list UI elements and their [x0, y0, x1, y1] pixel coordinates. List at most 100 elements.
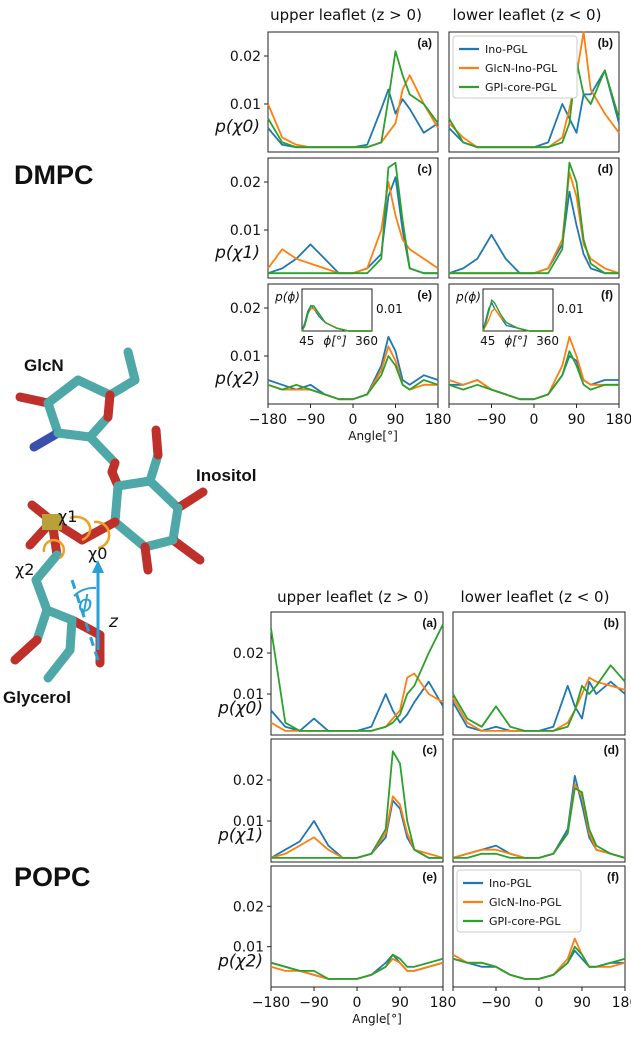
popc-panel-d: (d)	[452, 738, 626, 863]
panel-frame	[270, 611, 444, 736]
x-tick-label: 0	[530, 412, 539, 428]
panel-frame	[270, 865, 444, 988]
series-line-gpi-core-pgl	[452, 664, 626, 732]
series-line-glcn-ino-pgl	[270, 957, 444, 980]
chi1-label: χ1	[58, 507, 77, 526]
x-tick-label: −90	[477, 412, 507, 428]
series-line-ino-pgl	[270, 799, 443, 859]
series-line-glcn-ino-pgl	[448, 335, 619, 401]
series-line-gpi-core-pgl	[448, 350, 619, 401]
series-line-glcn-ino-pgl	[267, 181, 439, 275]
y-tick-label: 0.02	[233, 773, 264, 789]
panel-frame	[448, 157, 620, 279]
y-tick-label: 0.02	[233, 899, 264, 915]
series-line-glcn-ino-pgl	[270, 672, 444, 732]
panel-frame	[267, 157, 439, 279]
glcn-label: GlcN	[24, 356, 64, 375]
z-label: z	[108, 612, 119, 632]
chi1-rotation-arrow	[69, 515, 92, 542]
dmpc-panel-d: (d)	[448, 157, 620, 279]
x-tick-label: 0	[535, 995, 544, 1011]
inositol-label: Inositol	[196, 466, 256, 485]
x-tick-label: 90	[387, 412, 405, 428]
x-tick-label: 0	[353, 995, 362, 1011]
popc-panel-e: (e) 0.01 0.02 p(χ2) −180 −90 0 90 180	[217, 865, 457, 1011]
y-tick-label: 0.01	[230, 349, 261, 365]
dmpc-panel-f: (f) −90 0 90 180	[448, 283, 631, 428]
popc-header-upper: upper leaflet (z > 0)	[277, 588, 429, 606]
membrane-label-dmpc: DMPC	[14, 160, 94, 190]
phosphorus-atom	[42, 514, 62, 530]
series-line-gpi-core-pgl	[271, 750, 443, 859]
panel-letter: (d)	[604, 743, 619, 757]
legend-box	[456, 869, 582, 933]
inset-line-gpi-core-pgl	[482, 298, 553, 332]
inset-xlabel: ϕ[°]	[504, 334, 528, 348]
chi2-label: χ2	[15, 560, 34, 579]
y-tick-label: 0.01	[230, 97, 261, 113]
panel-letter: (b)	[604, 616, 619, 630]
x-tick-label: 90	[391, 995, 409, 1011]
series-line-glcn-ino-pgl	[452, 937, 626, 980]
panel-letter: (a)	[417, 36, 432, 50]
dmpc-inset-f: p(ϕ) 0.01 45 ϕ[°] 360	[455, 288, 584, 348]
series-line-ino-pgl	[452, 680, 626, 732]
series-line-ino-pgl	[452, 949, 625, 980]
popc-panel-c: (c) 0.01 0.02 p(χ1)	[217, 738, 444, 863]
y-tick-label: 0.01	[233, 940, 264, 956]
inset-line-gpi-core-pgl	[301, 305, 372, 332]
y-tick-label: 0.01	[230, 223, 261, 239]
panel-letter: (e)	[422, 870, 437, 884]
panel-letter: (c)	[422, 743, 437, 757]
x-tick-label: 180	[425, 412, 452, 428]
series-line-glcn-ino-pgl	[270, 795, 444, 859]
popc-header-lower: lower leaflet (z < 0)	[461, 588, 610, 606]
panel-letter: (d)	[598, 162, 613, 176]
panel-letter: (e)	[417, 288, 432, 302]
series-line-gpi-core-pgl	[449, 161, 619, 275]
series-line-gpi-core-pgl	[448, 59, 620, 149]
series-line-ino-pgl	[452, 775, 626, 859]
inset-ylabel: p(ϕ)	[455, 290, 481, 304]
legend-entry: GPI-core-PGL	[485, 81, 557, 94]
row-label-chi0: p(χ0)	[217, 699, 263, 719]
inset-frame	[301, 288, 373, 332]
series-line-glcn-ino-pgl	[449, 171, 620, 275]
chi0-label: χ0	[88, 544, 107, 563]
panel-letter: (c)	[417, 162, 432, 176]
row-label-chi0: p(χ0)	[214, 117, 260, 137]
inset-frame	[482, 288, 554, 332]
y-tick-label: 0.02	[233, 646, 264, 662]
panel-letter: (b)	[598, 36, 613, 50]
panel-letter: (a)	[422, 616, 437, 630]
dmpc-panel-a: (a) 0.01 0.02 p(χ0)	[214, 31, 439, 153]
x-tick-label: 180	[430, 995, 457, 1011]
series-line-glcn-ino-pgl	[452, 676, 626, 732]
phi-arc	[73, 586, 97, 597]
x-tick-label: −180	[252, 995, 290, 1011]
y-tick-label: 0.02	[230, 49, 261, 65]
series-line-ino-pgl	[267, 176, 438, 275]
panel-frame	[270, 738, 444, 863]
popc-panel-b: (b)	[452, 611, 626, 736]
dmpc-legend: Ino-PGL GlcN-Ino-PGL GPI-core-PGL	[452, 35, 578, 99]
series-line-gpi-core-pgl	[270, 623, 444, 732]
series-line-gpi-core-pgl	[270, 953, 444, 980]
legend-entry: GlcN-Ino-PGL	[489, 896, 562, 909]
x-tick-label: −90	[481, 995, 511, 1011]
panel-frame	[267, 31, 439, 153]
panel-letter: (f)	[601, 288, 613, 302]
plot-area: (a) 0.01 0.02 p(χ0) (b) (c) 0.01 0.02 p(χ1) (d) (e…	[214, 31, 631, 1026]
dmpc-header-lower: lower leaflet (z < 0)	[453, 6, 602, 24]
glycerol-label: Glycerol	[3, 688, 71, 707]
inset-ytick: 0.01	[557, 302, 584, 316]
y-tick-label: 0.01	[233, 814, 264, 830]
dmpc-panel-e: (e) 0.01 0.02 p(χ2) −180 −90 0 90 180	[214, 283, 452, 428]
x-tick-label: 90	[573, 995, 591, 1011]
series-line-gpi-core-pgl	[452, 945, 626, 980]
z-axis-arrowhead	[92, 560, 104, 573]
membrane-label-popc: POPC	[14, 862, 91, 892]
y-tick-label: 0.02	[230, 301, 261, 317]
panel-frame	[448, 31, 620, 153]
